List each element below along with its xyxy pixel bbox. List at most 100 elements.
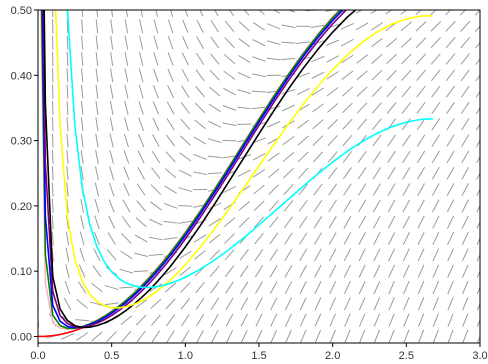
slope-segment (182, 19, 189, 34)
slope-segment (476, 335, 480, 343)
slope-segment (474, 10, 480, 16)
slope-segment (240, 281, 249, 294)
slope-segment (109, 166, 115, 181)
slope-segment (462, 313, 469, 327)
slope-segment (238, 201, 250, 211)
slope-segment (325, 10, 336, 12)
slope-segment (196, 36, 204, 50)
slope-segment (314, 248, 322, 262)
slope-segment (207, 138, 222, 144)
slope-segment (373, 232, 381, 245)
slope-segment (239, 265, 249, 278)
slope-segment (475, 58, 480, 65)
slope-segment (445, 69, 456, 82)
slope-segment (327, 102, 339, 113)
slope-segment (150, 298, 162, 309)
slope-segment (196, 330, 204, 343)
slope-segment (269, 232, 279, 245)
slope-segment (416, 118, 426, 131)
slope-segment (343, 280, 351, 295)
slope-segment (225, 313, 234, 327)
slope-segment (461, 150, 470, 164)
slope-segment (152, 117, 160, 131)
slope-segment (340, 22, 354, 30)
y-tick-label: 0.30 (11, 136, 32, 148)
slope-segment (313, 183, 323, 196)
slope-segment (210, 281, 220, 294)
slope-segment (475, 74, 480, 82)
slope-segment (193, 136, 207, 145)
slope-segment (282, 151, 295, 162)
solution-curve-4 (41, 10, 344, 329)
slope-segment (123, 133, 129, 148)
slope-segment (79, 231, 85, 246)
slope-segment (163, 202, 178, 209)
slope-segment (121, 216, 131, 229)
slope-segment (283, 200, 294, 212)
slope-segment (387, 150, 396, 164)
slope-segment (95, 19, 99, 34)
slope-segment (207, 172, 222, 175)
slope-segment (184, 10, 189, 17)
slope-segment (357, 150, 367, 163)
slope-segment (358, 215, 367, 229)
slope-segment (417, 297, 425, 311)
slope-segment (283, 184, 294, 196)
slope-segment (403, 329, 410, 343)
slope-segment (267, 152, 280, 162)
slope-segment (254, 265, 264, 278)
slope-segment (314, 297, 322, 311)
slope-segment (460, 20, 471, 32)
slope-segment (431, 183, 440, 196)
slope-segment (446, 150, 455, 164)
slope-segment (181, 314, 190, 327)
slope-segment (164, 185, 177, 194)
slope-segment (342, 102, 353, 114)
slope-segment (461, 166, 470, 180)
slope-segment (344, 313, 351, 327)
slope-segment (445, 37, 456, 49)
slope-segment (148, 253, 163, 256)
slope-segment (446, 134, 455, 147)
slope-segment (138, 133, 145, 148)
y-tick-label: 0.20 (11, 201, 32, 213)
slope-segment (388, 248, 396, 262)
slope-segment (268, 184, 280, 195)
slope-segment (252, 153, 266, 161)
slope-segment (223, 70, 236, 80)
slope-segment (402, 264, 410, 278)
slope-segment (155, 10, 159, 17)
slope-segment (299, 313, 307, 327)
slope-segment (475, 107, 480, 115)
slope-segment (66, 51, 69, 66)
slope-segment (120, 315, 133, 325)
slope-segment (121, 330, 132, 343)
slope-segment (269, 281, 278, 294)
slope-segment (388, 313, 395, 327)
slope-segment (66, 84, 69, 99)
slope-segment (386, 69, 397, 81)
slope-segment (166, 118, 175, 131)
slope-segment (240, 313, 248, 327)
slope-segment (430, 21, 442, 32)
solution-curve-2 (40, 10, 341, 330)
slope-segment (180, 298, 191, 310)
x-tick-label: 1.5 (251, 350, 266, 362)
slope-segment (268, 216, 279, 229)
slope-segment (284, 232, 293, 245)
slope-segment (329, 297, 337, 311)
slope-segment (196, 19, 204, 33)
slope-segment (65, 247, 70, 262)
slope-segment (209, 233, 221, 244)
slope-segment (224, 37, 235, 49)
slope-segment (79, 248, 85, 262)
slope-segment (281, 104, 296, 112)
slope-segment (91, 331, 103, 342)
slope-segment (430, 10, 437, 16)
slope-segment (253, 216, 265, 228)
slope-segment (343, 199, 352, 213)
slope-segment (299, 10, 311, 12)
slope-segment (228, 10, 235, 16)
slope-segment (81, 19, 84, 34)
slope-segment (284, 264, 293, 278)
